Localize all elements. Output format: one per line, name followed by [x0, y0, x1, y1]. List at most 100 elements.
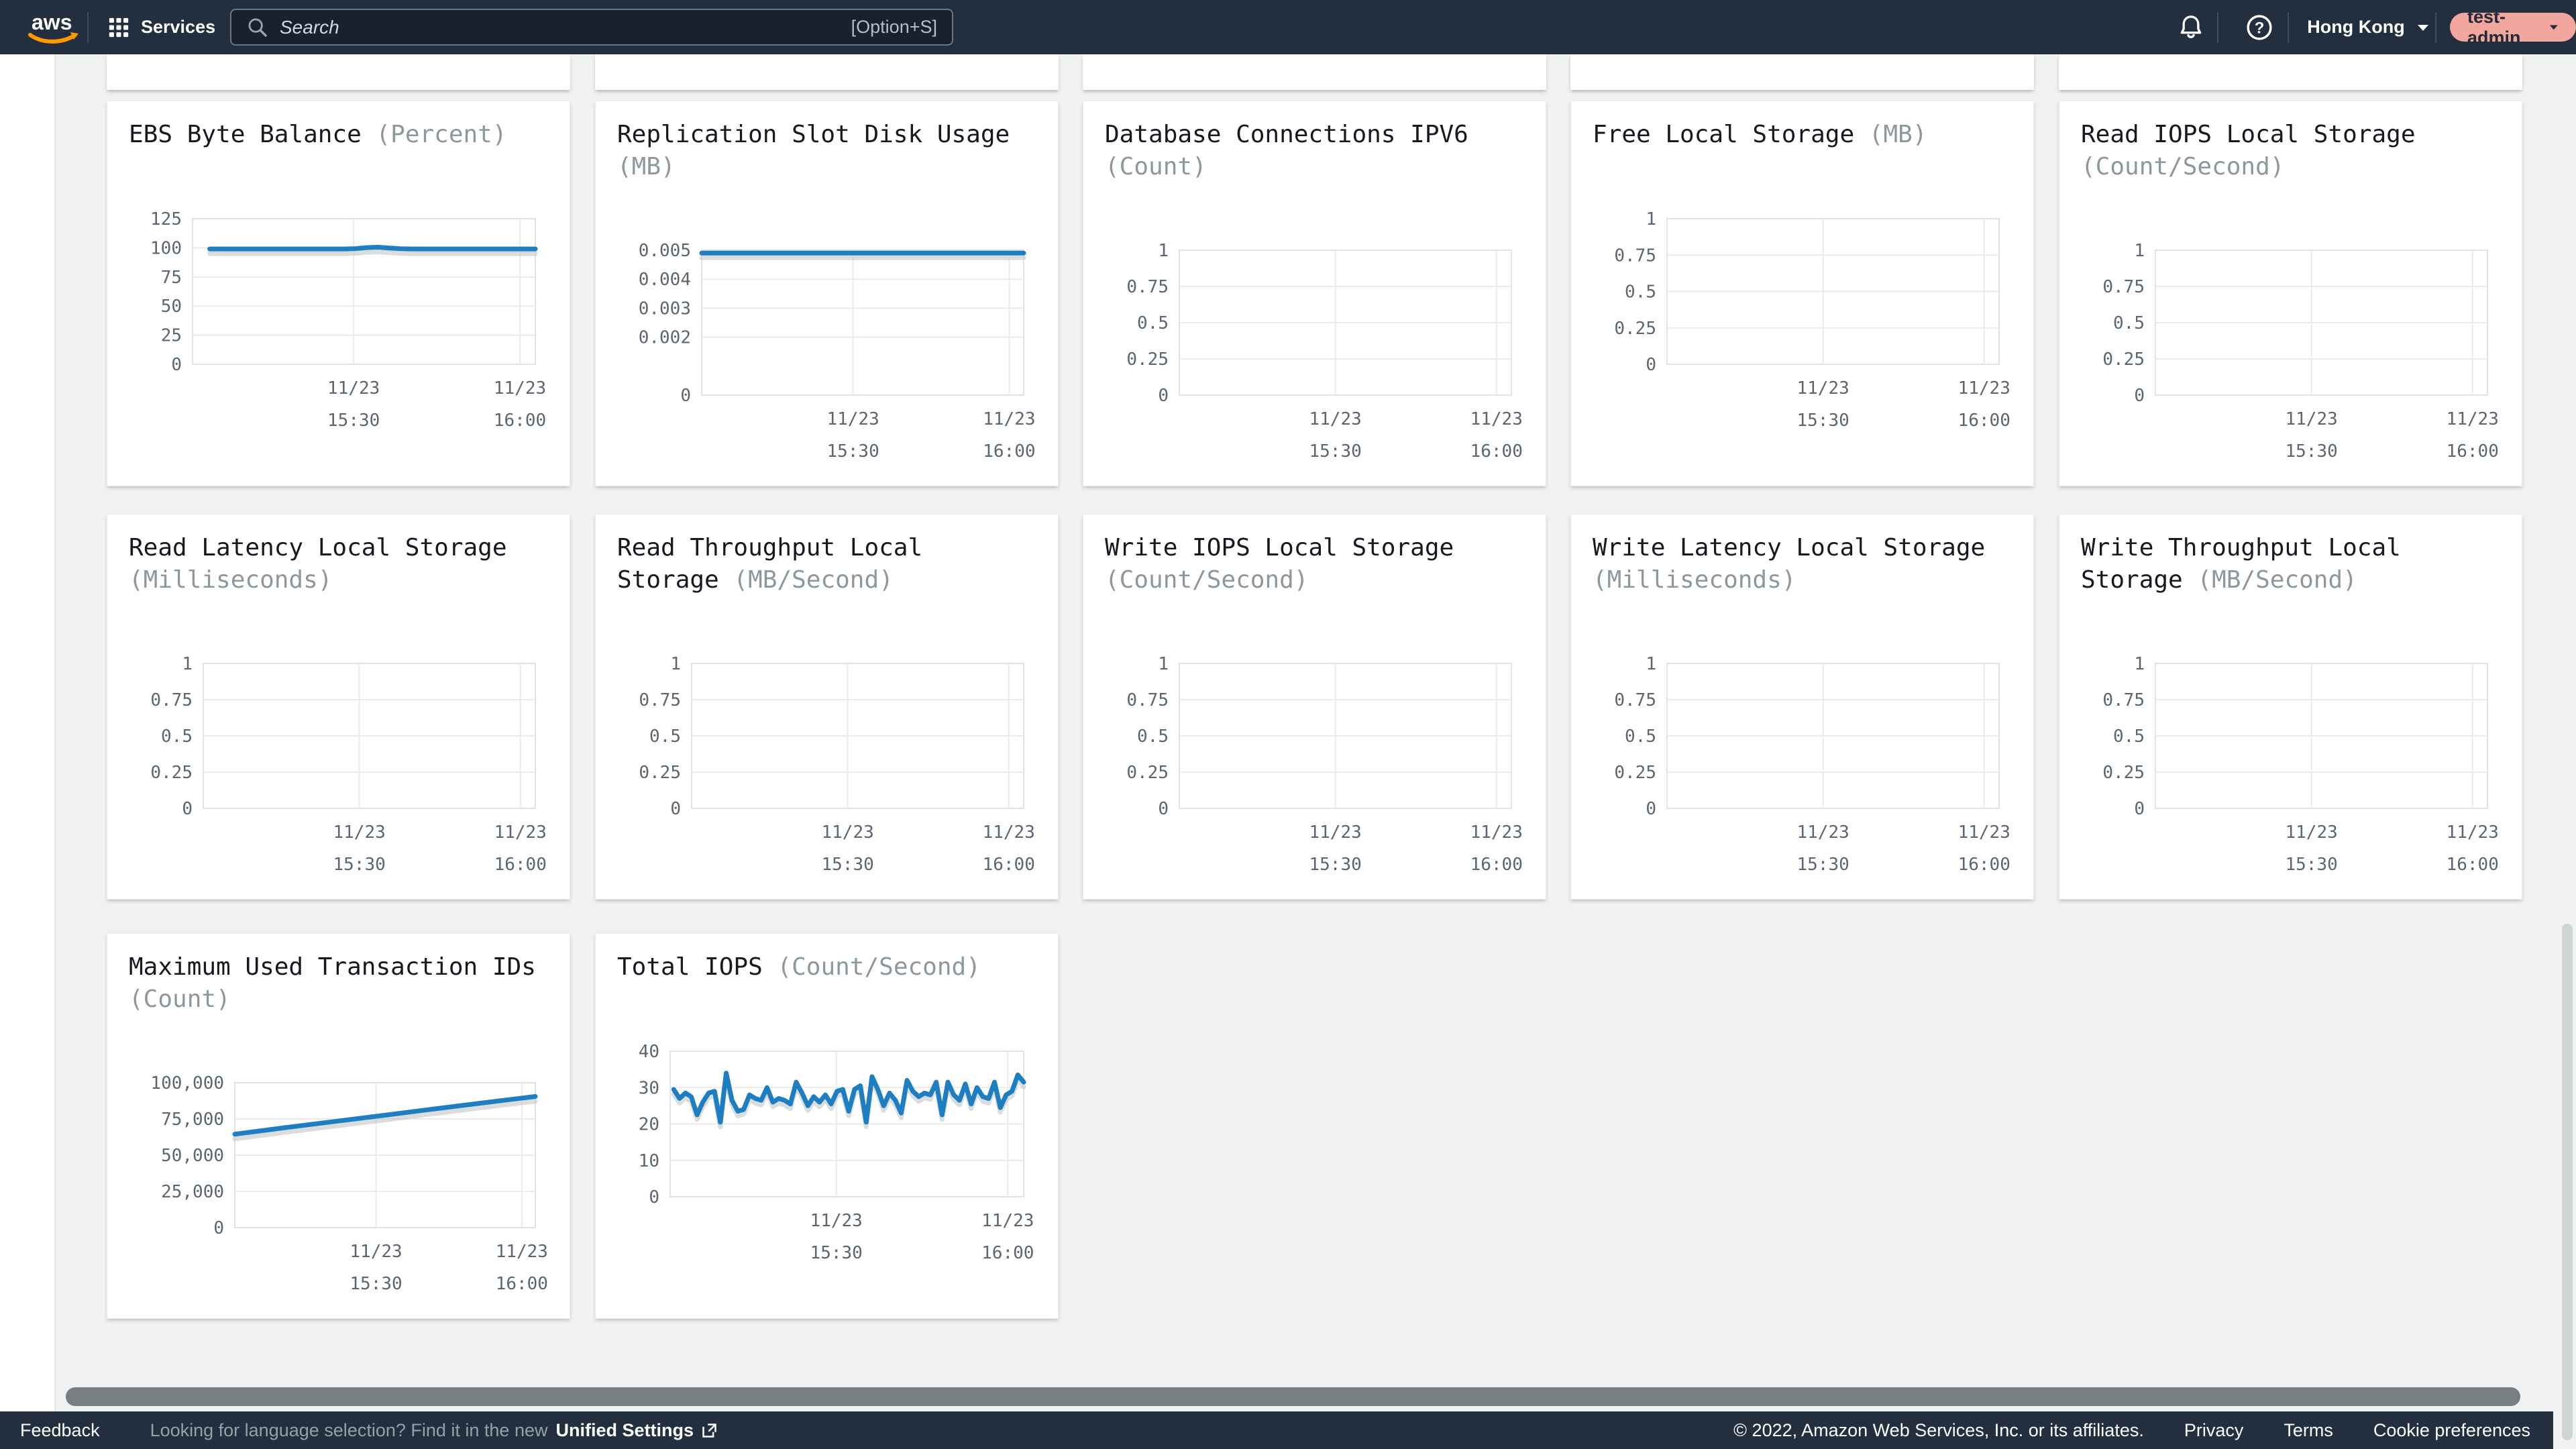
svg-text:0.5: 0.5	[161, 727, 193, 747]
chart-plot: 1 0.75 0.5 0.25 0 11/23 15:30 11/23 16:00	[2102, 654, 2498, 875]
search-input[interactable]: Search [Option+S]	[230, 9, 953, 46]
notifications-button[interactable]	[2165, 0, 2216, 54]
nav-divider	[2217, 12, 2218, 43]
chart-unit-text: (Count)	[1105, 153, 1207, 180]
chart-unit-text: (MB)	[617, 153, 676, 180]
account-menu-button[interactable]: test-admin	[2450, 7, 2576, 48]
svg-text:0: 0	[213, 1218, 224, 1238]
svg-text:0: 0	[1646, 799, 1656, 819]
services-menu-button[interactable]: Services	[107, 0, 215, 54]
metric-card[interactable]: Read Latency Local Storage (Milliseconds…	[107, 514, 570, 900]
language-hint-text: Looking for language selection? Find it …	[150, 1419, 548, 1440]
horizontal-scrollbar-thumb[interactable]	[66, 1387, 2520, 1406]
svg-text:1: 1	[1646, 209, 1656, 229]
svg-text:1: 1	[2134, 241, 2145, 261]
svg-text:0: 0	[670, 799, 681, 819]
services-label: Services	[141, 17, 216, 37]
svg-text:0: 0	[182, 799, 193, 819]
nav-divider	[2288, 12, 2289, 43]
metric-card[interactable]: Write Latency Local Storage (Millisecond…	[1570, 514, 2034, 900]
bell-icon	[2180, 15, 2202, 38]
svg-text:15:30: 15:30	[1797, 411, 1849, 431]
metric-card[interactable]: Read Throughput Local Storage (MB/Second…	[595, 514, 1059, 900]
chevron-down-icon	[2550, 25, 2559, 30]
svg-text:15:30: 15:30	[1797, 855, 1849, 875]
unified-settings-link[interactable]: Unified Settings	[555, 1419, 694, 1440]
metric-card[interactable]: Database Connections IPV6 (Count) 1 0.75 0.…	[1083, 101, 1546, 486]
chart-title-text: Read Latency Local Storage	[129, 534, 507, 561]
metric-card[interactable]: EBS Byte Balance (Percent) 125 100 75 50 25 0 1…	[107, 101, 570, 486]
svg-text:16:00: 16:00	[494, 411, 546, 431]
svg-text:16:00: 16:00	[1958, 411, 2010, 431]
side-rail	[0, 54, 54, 1411]
search-placeholder: Search	[280, 16, 339, 38]
svg-text:0.75: 0.75	[1126, 690, 1169, 710]
svg-text:11/23: 11/23	[2286, 409, 2338, 429]
chart-title-text: Database Connections IPV6	[1105, 121, 1468, 148]
cookie-preferences-link[interactable]: Cookie preferences	[2373, 1419, 2530, 1440]
metric-card[interactable]: Total IOPS (Count/Second) 40 30 20 10 0 11/23 1…	[595, 933, 1059, 1319]
metric-card[interactable]: Read IOPS Local Storage (Count/Second) 1 0…	[2059, 101, 2522, 486]
svg-text:20: 20	[639, 1115, 659, 1135]
svg-text:0.25: 0.25	[2102, 350, 2145, 370]
svg-text:11/23: 11/23	[1470, 409, 1523, 429]
svg-text:0.005: 0.005	[639, 241, 691, 261]
svg-text:11/23: 11/23	[1309, 409, 1362, 429]
chart-title-text: Free Local Storage	[1593, 121, 1855, 148]
partial-card-above	[107, 54, 570, 90]
chart-plot: 100,000 75,000 50,000 25,000 0 11/23 15:30 11/2…	[150, 1073, 548, 1294]
svg-text:0.5: 0.5	[1625, 727, 1656, 747]
svg-text:11/23: 11/23	[350, 1242, 402, 1262]
svg-text:16:00: 16:00	[496, 1274, 548, 1294]
svg-text:30: 30	[639, 1078, 659, 1098]
metric-card[interactable]: Write IOPS Local Storage (Count/Second) 1…	[1083, 514, 1546, 900]
region-selector[interactable]: Hong Kong	[2305, 0, 2431, 54]
svg-text:11/23: 11/23	[981, 1211, 1034, 1231]
svg-text:0.003: 0.003	[639, 299, 691, 319]
svg-text:15:30: 15:30	[826, 441, 879, 462]
svg-text:11/23: 11/23	[1797, 378, 1849, 398]
svg-text:15:30: 15:30	[350, 1274, 402, 1294]
svg-text:11/23: 11/23	[2447, 409, 2499, 429]
svg-text:0.25: 0.25	[1614, 763, 1656, 783]
svg-text:0: 0	[2134, 386, 2145, 406]
svg-text:?: ?	[2255, 19, 2265, 37]
partial-card-above	[2059, 54, 2522, 90]
chart-unit-text: (Milliseconds)	[1593, 566, 1796, 594]
metric-card[interactable]: Write Throughput Local Storage (MB/Secon…	[2059, 514, 2522, 900]
question-icon: ?	[2247, 14, 2272, 40]
svg-text:16:00: 16:00	[983, 855, 1035, 875]
privacy-link[interactable]: Privacy	[2184, 1419, 2244, 1440]
vertical-scrollbar-thumb[interactable]	[2562, 924, 2573, 1440]
partial-card-above	[1570, 54, 2034, 90]
svg-text:75,000: 75,000	[161, 1110, 224, 1130]
external-link-icon	[702, 1423, 716, 1438]
svg-text:11/23: 11/23	[494, 822, 547, 843]
svg-text:15:30: 15:30	[1309, 441, 1362, 462]
metric-card[interactable]: Free Local Storage (MB) 1 0.75 0.5 0.25 0 11/2…	[1570, 101, 2034, 486]
chart-title: Total IOPS (Count/Second)	[617, 951, 1036, 983]
svg-text:50,000: 50,000	[161, 1146, 224, 1166]
chart-plot: 40 30 20 10 0 11/23 15:30 11/23 16:00	[639, 1042, 1034, 1263]
aws-logo[interactable]: aws	[22, 8, 84, 47]
svg-text:25: 25	[161, 326, 182, 346]
chart-unit-text: (Count)	[129, 985, 231, 1013]
aws-smile-icon	[28, 33, 76, 44]
chart-title-text: Write IOPS Local Storage	[1105, 534, 1454, 561]
metric-card[interactable]: Replication Slot Disk Usage (MB) 0.005 0.0…	[595, 101, 1059, 486]
help-button[interactable]: ?	[2234, 0, 2285, 54]
terms-link[interactable]: Terms	[2284, 1419, 2333, 1440]
svg-text:11/23: 11/23	[496, 1242, 548, 1262]
svg-text:15:30: 15:30	[1309, 855, 1362, 875]
svg-text:11/23: 11/23	[822, 822, 874, 843]
feedback-link[interactable]: Feedback	[20, 1419, 100, 1440]
chart-title: Replication Slot Disk Usage (MB)	[617, 119, 1036, 183]
metric-card[interactable]: Maximum Used Transaction IDs (Count) 100,…	[107, 933, 570, 1319]
chart-unit-text: (Count/Second)	[2081, 153, 2285, 180]
chart-title: Write IOPS Local Storage (Count/Second)	[1105, 532, 1524, 596]
chart-title: Read IOPS Local Storage (Count/Second)	[2081, 119, 2500, 183]
svg-text:0.75: 0.75	[150, 690, 193, 710]
chart-title: Maximum Used Transaction IDs (Count)	[129, 951, 548, 1016]
svg-text:11/23: 11/23	[1958, 822, 2010, 843]
svg-text:0.75: 0.75	[1614, 690, 1656, 710]
